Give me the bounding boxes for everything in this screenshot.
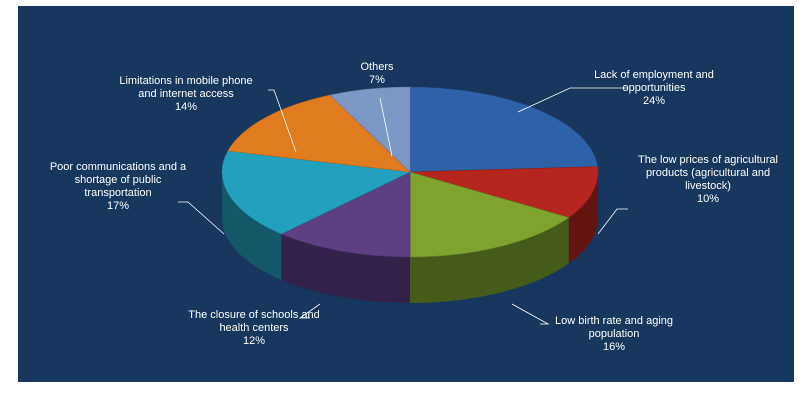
slice-category-label-5: and internet access (138, 88, 234, 100)
slice-category-label-3: The closure of schools and (188, 309, 319, 321)
slice-value-label-2: 16% (603, 341, 625, 353)
slice-category-label-1: The low prices of agricultural (638, 154, 778, 166)
slice-category-label-1: livestock) (685, 180, 731, 192)
slice-tops (221, 86, 599, 258)
leader-line-4 (178, 201, 225, 235)
chart-panel: Lack of employment and opportunities 24% Th… (18, 6, 794, 382)
slice-value-label-1: 10% (697, 193, 719, 205)
pie-slice-2 (409, 171, 570, 258)
slice-sides (222, 172, 598, 303)
slice-category-label-6: Others (360, 61, 394, 73)
slice-category-label-5: Limitations in mobile phone (119, 75, 252, 87)
leader-lines (178, 87, 628, 325)
leader-line-3 (298, 303, 321, 319)
leader-line-0 (517, 87, 628, 113)
pie-slice-4 (221, 150, 412, 235)
leader-line-5 (268, 89, 297, 153)
slice-category-label-3: health centers (219, 322, 289, 334)
slice-value-label-6: 7% (369, 74, 385, 86)
pie-slice-0 (409, 86, 598, 173)
slice-category-label-2: population (589, 328, 640, 340)
slice-value-label-5: 14% (175, 101, 197, 113)
pie-slice-3 (280, 171, 411, 258)
slice-category-label-4: Poor communications and a (50, 161, 187, 173)
slice-side-4 (222, 172, 282, 280)
slice-category-label-4: transportation (84, 187, 151, 199)
slice-side-3 (281, 233, 410, 303)
slice-category-label-0: Lack of employment and (594, 69, 714, 81)
slice-category-label-0: opportunities (623, 82, 686, 94)
pie-slice-1 (409, 166, 599, 218)
slice-value-label-0: 24% (643, 95, 665, 107)
slice-category-label-4: shortage of public (75, 174, 162, 186)
leader-line-1 (597, 208, 628, 235)
pie-slice-6 (329, 86, 411, 173)
leader-line-2 (511, 303, 550, 325)
pie-slice-5 (227, 94, 411, 173)
slice-side-1 (568, 172, 598, 264)
leader-line-6 (379, 97, 393, 157)
slice-side-2 (410, 217, 569, 303)
slice-value-label-4: 17% (107, 200, 129, 212)
slice-category-label-2: Low birth rate and aging (555, 315, 673, 327)
slice-category-label-1: products (agricultural and (646, 167, 770, 179)
slice-value-label-3: 12% (243, 335, 265, 347)
